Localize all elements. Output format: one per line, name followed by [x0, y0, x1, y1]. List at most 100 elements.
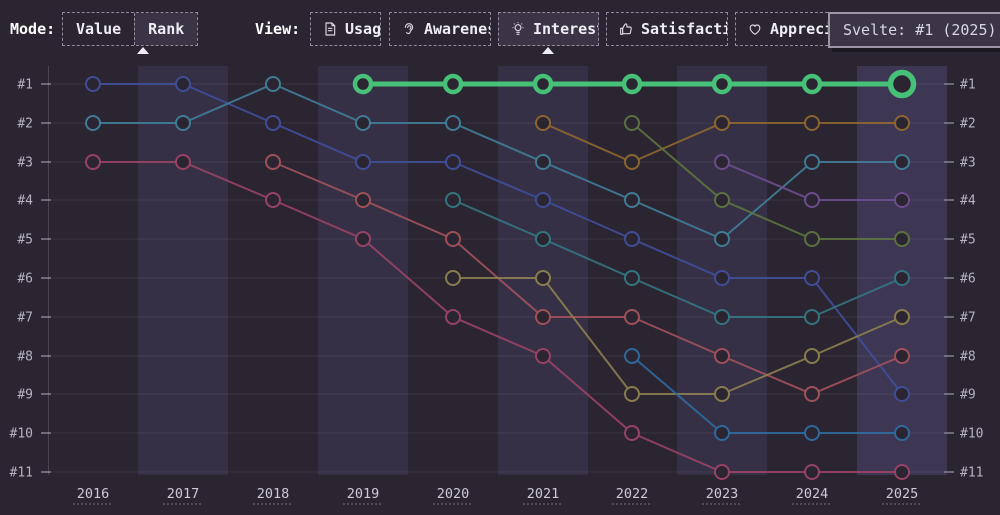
data-point-purple-series[interactable] [714, 154, 730, 170]
x-axis-year-label[interactable]: 2019 [347, 486, 380, 502]
y-axis-label-left: #8 [17, 350, 33, 365]
data-point-teal-series[interactable] [535, 154, 551, 170]
data-point-crimson-series[interactable] [355, 231, 371, 247]
x-axis-year-label[interactable]: 2018 [257, 486, 290, 502]
x-axis-year-label[interactable]: 2016 [77, 486, 110, 502]
data-point-crimson-series[interactable] [624, 425, 640, 441]
data-point-orange-series[interactable] [804, 115, 820, 131]
data-point-orange-series[interactable] [714, 115, 730, 131]
mode-button-rank[interactable]: Rank [134, 13, 198, 45]
data-point-red-series[interactable] [714, 348, 730, 364]
data-point-orange-series[interactable] [535, 115, 551, 131]
x-axis-year-label[interactable]: 2025 [886, 486, 919, 502]
data-point-crimson-series[interactable] [445, 309, 461, 325]
data-point-red-series[interactable] [265, 154, 281, 170]
data-point-Svelte[interactable] [711, 73, 733, 95]
series-line-crimson-series[interactable] [93, 161, 902, 473]
data-point-purple-series[interactable] [804, 192, 820, 208]
data-point-Svelte[interactable] [887, 69, 917, 99]
data-point-red-series[interactable] [894, 348, 910, 364]
data-point-teal-series[interactable] [445, 115, 461, 131]
view-button-interest[interactable]: Interest [498, 12, 599, 46]
data-point-indigo-series[interactable] [265, 115, 281, 131]
data-point-indigo-series[interactable] [714, 270, 730, 286]
data-point-red-series[interactable] [804, 386, 820, 402]
data-point-indigo-series[interactable] [445, 154, 461, 170]
view-button-satisfaction[interactable]: Satisfaction [606, 12, 728, 46]
mode-label: Mode: [10, 20, 56, 38]
data-point-indigo-series[interactable] [535, 192, 551, 208]
data-point-teal-series[interactable] [265, 76, 281, 92]
data-point-blue-series[interactable] [624, 348, 640, 364]
data-point-dark-cyan-series[interactable] [894, 270, 910, 286]
series-line-dark-cyan-series[interactable] [452, 199, 903, 318]
data-point-orange-series[interactable] [624, 154, 640, 170]
data-point-teal-series[interactable] [624, 192, 640, 208]
x-axis-year-label[interactable]: 2020 [437, 486, 470, 502]
data-point-teal-series[interactable] [355, 115, 371, 131]
data-point-Svelte[interactable] [442, 73, 464, 95]
data-point-teal-series[interactable] [175, 115, 191, 131]
series-line-blue-series[interactable] [631, 355, 902, 434]
view-button-awareness[interactable]: Awareness [389, 12, 491, 46]
data-point-indigo-series[interactable] [85, 76, 101, 92]
data-point-crimson-series[interactable] [894, 464, 910, 480]
data-point-purple-series[interactable] [894, 192, 910, 208]
x-axis-year-label[interactable]: 2023 [706, 486, 739, 502]
data-point-indigo-series[interactable] [175, 76, 191, 92]
data-point-Svelte[interactable] [801, 73, 823, 95]
data-point-teal-series[interactable] [85, 115, 101, 131]
view-button-usage[interactable]: Usage [310, 12, 381, 46]
view-button-label: Satisfaction [641, 20, 727, 38]
series-line-teal-series[interactable] [93, 82, 902, 241]
data-point-dark-green-series[interactable] [714, 192, 730, 208]
data-point-blue-series[interactable] [894, 425, 910, 441]
data-point-red-series[interactable] [535, 309, 551, 325]
data-point-dark-green-series[interactable] [894, 231, 910, 247]
data-point-teal-series[interactable] [894, 154, 910, 170]
data-point-dark-cyan-series[interactable] [535, 231, 551, 247]
y-axis-label-left: #7 [17, 311, 33, 326]
data-point-indigo-series[interactable] [624, 231, 640, 247]
series-line-red-series[interactable] [272, 161, 903, 396]
data-point-crimson-series[interactable] [265, 192, 281, 208]
data-point-olive-series[interactable] [535, 270, 551, 286]
x-axis-year-label[interactable]: 2021 [527, 486, 560, 502]
x-axis-year-label[interactable]: 2017 [167, 486, 200, 502]
data-point-Svelte[interactable] [352, 73, 374, 95]
data-point-dark-green-series[interactable] [624, 115, 640, 131]
mode-button-value[interactable]: Value [76, 20, 122, 38]
data-point-dark-green-series[interactable] [804, 231, 820, 247]
x-axis-year-label[interactable]: 2024 [796, 486, 829, 502]
data-point-olive-series[interactable] [894, 309, 910, 325]
data-point-indigo-series[interactable] [894, 386, 910, 402]
data-point-red-series[interactable] [445, 231, 461, 247]
data-point-olive-series[interactable] [445, 270, 461, 286]
data-point-olive-series[interactable] [804, 348, 820, 364]
data-point-indigo-series[interactable] [355, 154, 371, 170]
data-point-dark-cyan-series[interactable] [624, 270, 640, 286]
data-point-crimson-series[interactable] [535, 348, 551, 364]
data-point-dark-cyan-series[interactable] [804, 309, 820, 325]
data-point-indigo-series[interactable] [804, 270, 820, 286]
data-point-olive-series[interactable] [714, 386, 730, 402]
data-point-crimson-series[interactable] [175, 154, 191, 170]
data-point-crimson-series[interactable] [85, 154, 101, 170]
data-point-red-series[interactable] [355, 192, 371, 208]
data-point-olive-series[interactable] [624, 386, 640, 402]
data-point-orange-series[interactable] [894, 115, 910, 131]
data-point-crimson-series[interactable] [714, 464, 730, 480]
data-point-blue-series[interactable] [804, 425, 820, 441]
data-point-dark-cyan-series[interactable] [714, 309, 730, 325]
x-axis-year-label[interactable]: 2022 [616, 486, 649, 502]
data-point-crimson-series[interactable] [804, 464, 820, 480]
data-point-teal-series[interactable] [804, 154, 820, 170]
data-point-red-series[interactable] [624, 309, 640, 325]
y-axis-label-right: #10 [960, 427, 983, 442]
data-point-Svelte[interactable] [532, 73, 554, 95]
data-point-blue-series[interactable] [714, 425, 730, 441]
data-point-Svelte[interactable] [621, 73, 643, 95]
data-point-teal-series[interactable] [714, 231, 730, 247]
series-line-dark-green-series[interactable] [631, 122, 902, 240]
data-point-dark-cyan-series[interactable] [445, 192, 461, 208]
